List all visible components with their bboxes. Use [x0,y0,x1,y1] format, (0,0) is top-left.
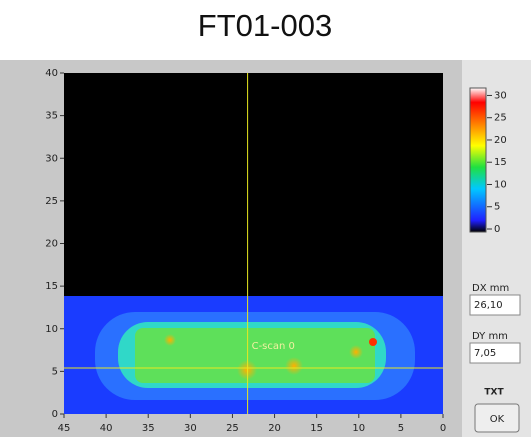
colorbar-tick-label: 0 [494,224,500,235]
page: {"title":"FT01-003", "plot":{"xlim":[45,… [0,0,531,437]
cscan-image [64,296,443,414]
field-label: DY mm [472,331,508,342]
txt-label: TXT [484,388,504,398]
hot-spot [237,360,257,380]
x-tick-label: 45 [58,423,71,434]
x-tick-label: 10 [352,423,365,434]
x-tick-label: 40 [100,423,113,434]
field-value: 26,10 [474,300,503,311]
hot-spot [349,345,363,359]
y-tick-label: 35 [45,111,58,122]
y-tick-label: 30 [45,153,58,164]
hot-spot [369,338,377,346]
colorbar-tick-label: 30 [494,90,507,101]
colorbar-tick-label: 15 [494,157,507,168]
field-value: 7,05 [474,348,496,359]
title: FT01-003 [198,8,332,43]
x-tick-label: 0 [440,423,446,434]
x-tick-label: 30 [184,423,197,434]
x-tick-label: 5 [398,423,404,434]
colorbar-tick-label: 10 [494,179,507,190]
screen: FT01-003 DX mm 26,10 DY mm 7,05 TXT OK 4… [0,0,531,437]
cursor-label: C-scan 0 [252,341,295,352]
y-tick-label: 15 [45,281,58,292]
y-tick-label: 20 [45,239,58,250]
colorbar-tick-label: 25 [494,113,507,124]
y-tick-label: 25 [45,196,58,207]
colorbar-tick-label: 5 [494,202,500,213]
x-tick-label: 35 [142,423,155,434]
y-tick-label: 10 [45,324,58,335]
field-label: DX mm [472,283,509,294]
hot-spot [164,334,176,346]
y-tick-label: 5 [52,366,58,377]
x-tick-label: 20 [268,423,281,434]
x-tick-label: 15 [310,423,323,434]
x-tick-label: 25 [226,423,239,434]
y-tick-label: 40 [45,68,58,79]
ok-label[interactable]: OK [490,414,505,425]
hot-spot [285,357,303,375]
colorbar-tick-label: 20 [494,135,507,146]
colorbar [470,88,486,232]
y-tick-label: 0 [52,409,58,420]
